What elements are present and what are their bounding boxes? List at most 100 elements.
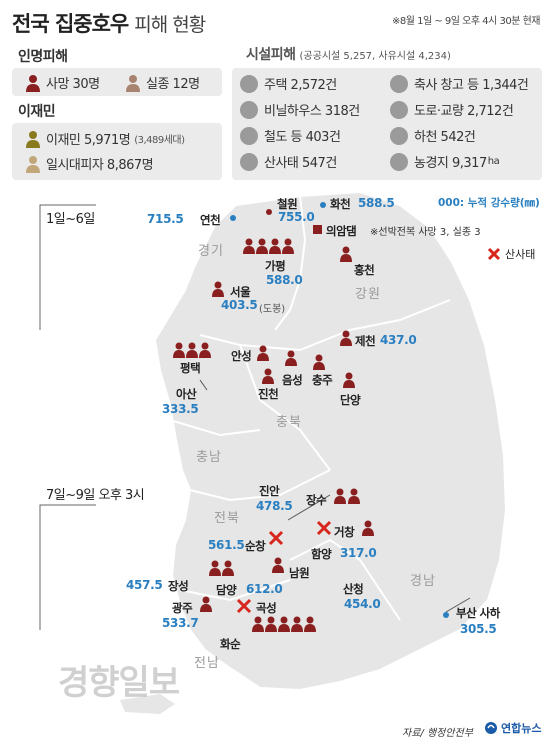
jangseong-rain: 457.5 <box>126 578 163 592</box>
facilities-title: 시설피해 <box>246 47 296 63</box>
uiamdam-marker <box>313 225 322 234</box>
gwangju-name: 광주 <box>172 601 193 615</box>
river-icon <box>390 126 408 145</box>
farmland-icon <box>390 152 408 171</box>
source-note: 자료/ 행정안전부 <box>402 728 473 739</box>
province-borders <box>169 195 451 621</box>
jangsu-name: 장수 <box>306 493 327 507</box>
evacuee-person-icon <box>26 155 40 173</box>
pyeongtaek-name: 평택 <box>180 361 201 375</box>
landslide-x-sunchang <box>268 530 284 546</box>
rain-legend-label: 000: 누적 강수량(㎜) <box>438 197 540 209</box>
landslide-legend-label: 산사태 <box>505 248 536 261</box>
displaced-title: 이재민 <box>18 104 56 120</box>
facility-item: 축사 창고 등 1,344건 <box>390 74 529 93</box>
gapyeong-name: 가평 <box>265 259 286 273</box>
jecheon-death <box>340 330 352 346</box>
landslide-x-geochang <box>316 520 332 536</box>
hwacheon-name: 화천 <box>330 197 351 211</box>
as-of-note: ※8월 1일 ~ 9일 오후 4시 30분 현재 <box>392 16 540 27</box>
gwangju-rain: 533.7 <box>162 616 199 630</box>
barn-icon <box>390 74 408 93</box>
gokseong-name: 곡성 <box>256 601 277 615</box>
landslide-x-icon <box>487 247 501 261</box>
jecheon-rain: 437.0 <box>380 333 417 347</box>
yonhap-logo-icon <box>485 722 497 734</box>
eumseong-name: 음성 <box>282 373 303 387</box>
rain-legend: 000: 누적 강수량(㎜) <box>438 195 540 210</box>
gokseong-deaths <box>252 616 316 632</box>
facility-item: 주택 2,572건 <box>240 74 337 93</box>
casualties-title: 인명피해 <box>18 49 68 65</box>
jinan-name: 진안 <box>259 484 280 498</box>
facilities-summary: (공공시설 5,257, 사유시설 4,234) <box>299 51 451 62</box>
cheolwon-rain: 755.0 <box>278 210 315 224</box>
deaths-label: 사망 30명 <box>46 77 100 92</box>
sancheong-name: 산청 <box>343 582 364 596</box>
watermark: 경향일보 <box>58 663 180 703</box>
damyang-rain: 612.0 <box>246 582 283 596</box>
page-title: 전국 집중호우 피해 현황 <box>12 8 206 38</box>
yeoncheon-name: 연천 <box>200 213 221 227</box>
cheolwon-name: 철원 <box>277 197 298 211</box>
geochang-name: 거창 <box>334 525 355 539</box>
facility-item: 하천 542건 <box>390 126 476 145</box>
jinan-rain: 478.5 <box>256 499 293 513</box>
greenhouse-icon <box>240 100 258 119</box>
agency-logo: 연합뉴스 <box>484 720 541 736</box>
connector-busan <box>445 597 471 613</box>
evacuees-row: 일시대피자 8,867명 <box>24 154 154 173</box>
deaths-row: 사망 30명 <box>24 73 100 92</box>
chungju-deaths <box>285 350 325 370</box>
casualties-box: 사망 30명 실종 12명 <box>12 68 222 96</box>
displaced-person-icon <box>26 130 40 148</box>
namwon-death <box>272 557 284 573</box>
displaced-row: 이재민 5,971명 (3,489세대) <box>24 129 185 148</box>
evacuees-label: 일시대피자 8,867명 <box>46 158 154 173</box>
period-bracket-second <box>39 504 96 630</box>
gwangju-death <box>200 596 212 612</box>
busan-dot <box>443 612 449 618</box>
yeoncheon-rain: 715.5 <box>147 212 184 226</box>
province-label: 강원 <box>355 287 381 302</box>
facilities-header: 시설피해 (공공시설 5,257, 사유시설 4,234) <box>246 44 451 64</box>
jangseong-name: 장성 <box>168 579 189 593</box>
seoul-note: (도봉) <box>259 304 286 315</box>
missing-row: 실종 12명 <box>124 73 200 92</box>
facility-item: 도로·교량 2,712건 <box>390 100 514 119</box>
pyeongtaek-deaths <box>173 342 211 358</box>
period-bracket-first <box>39 204 96 330</box>
province-label: 전북 <box>214 511 240 526</box>
seoul-name: 서울 <box>230 285 251 299</box>
facility-item: 산사태 547건 <box>240 152 337 171</box>
landslide-x-gokseong <box>236 598 252 614</box>
connector-jangsu <box>287 494 331 521</box>
hwacheon-dot <box>320 202 326 208</box>
gapyeong-rain: 588.0 <box>266 273 303 287</box>
displaced-label: 이재민 5,971명 <box>46 133 131 148</box>
damyang-deaths <box>209 560 234 576</box>
geochang-death <box>362 520 374 536</box>
hwacheon-rain: 588.5 <box>358 196 395 210</box>
landslide-icon <box>240 152 258 171</box>
hamyang-rain: 317.0 <box>340 546 377 560</box>
railway-icon <box>240 126 258 145</box>
hwasun-name: 화순 <box>220 637 241 651</box>
facility-item: 농경지 9,317 ha <box>390 152 500 171</box>
province-label: 경남 <box>410 574 436 589</box>
title-main: 전국 집중호우 <box>12 12 129 36</box>
jeju-shape <box>120 694 175 714</box>
jecheon-name: 제천 <box>355 334 376 348</box>
uiamdam-note: ※선박전복 사망 3, 실종 3 <box>370 227 481 238</box>
facility-item: 철도 등 403건 <box>240 126 341 145</box>
jincheon-name: 진천 <box>258 387 279 401</box>
asan-name: 아산 <box>176 387 197 401</box>
busan-name: 부산 사하 <box>456 606 500 620</box>
yeoncheon-dot <box>230 215 236 221</box>
missing-person-icon <box>126 74 140 92</box>
peninsula-shape <box>153 190 508 692</box>
gapyeong-deaths <box>243 238 294 254</box>
death-person-icon <box>26 74 40 92</box>
